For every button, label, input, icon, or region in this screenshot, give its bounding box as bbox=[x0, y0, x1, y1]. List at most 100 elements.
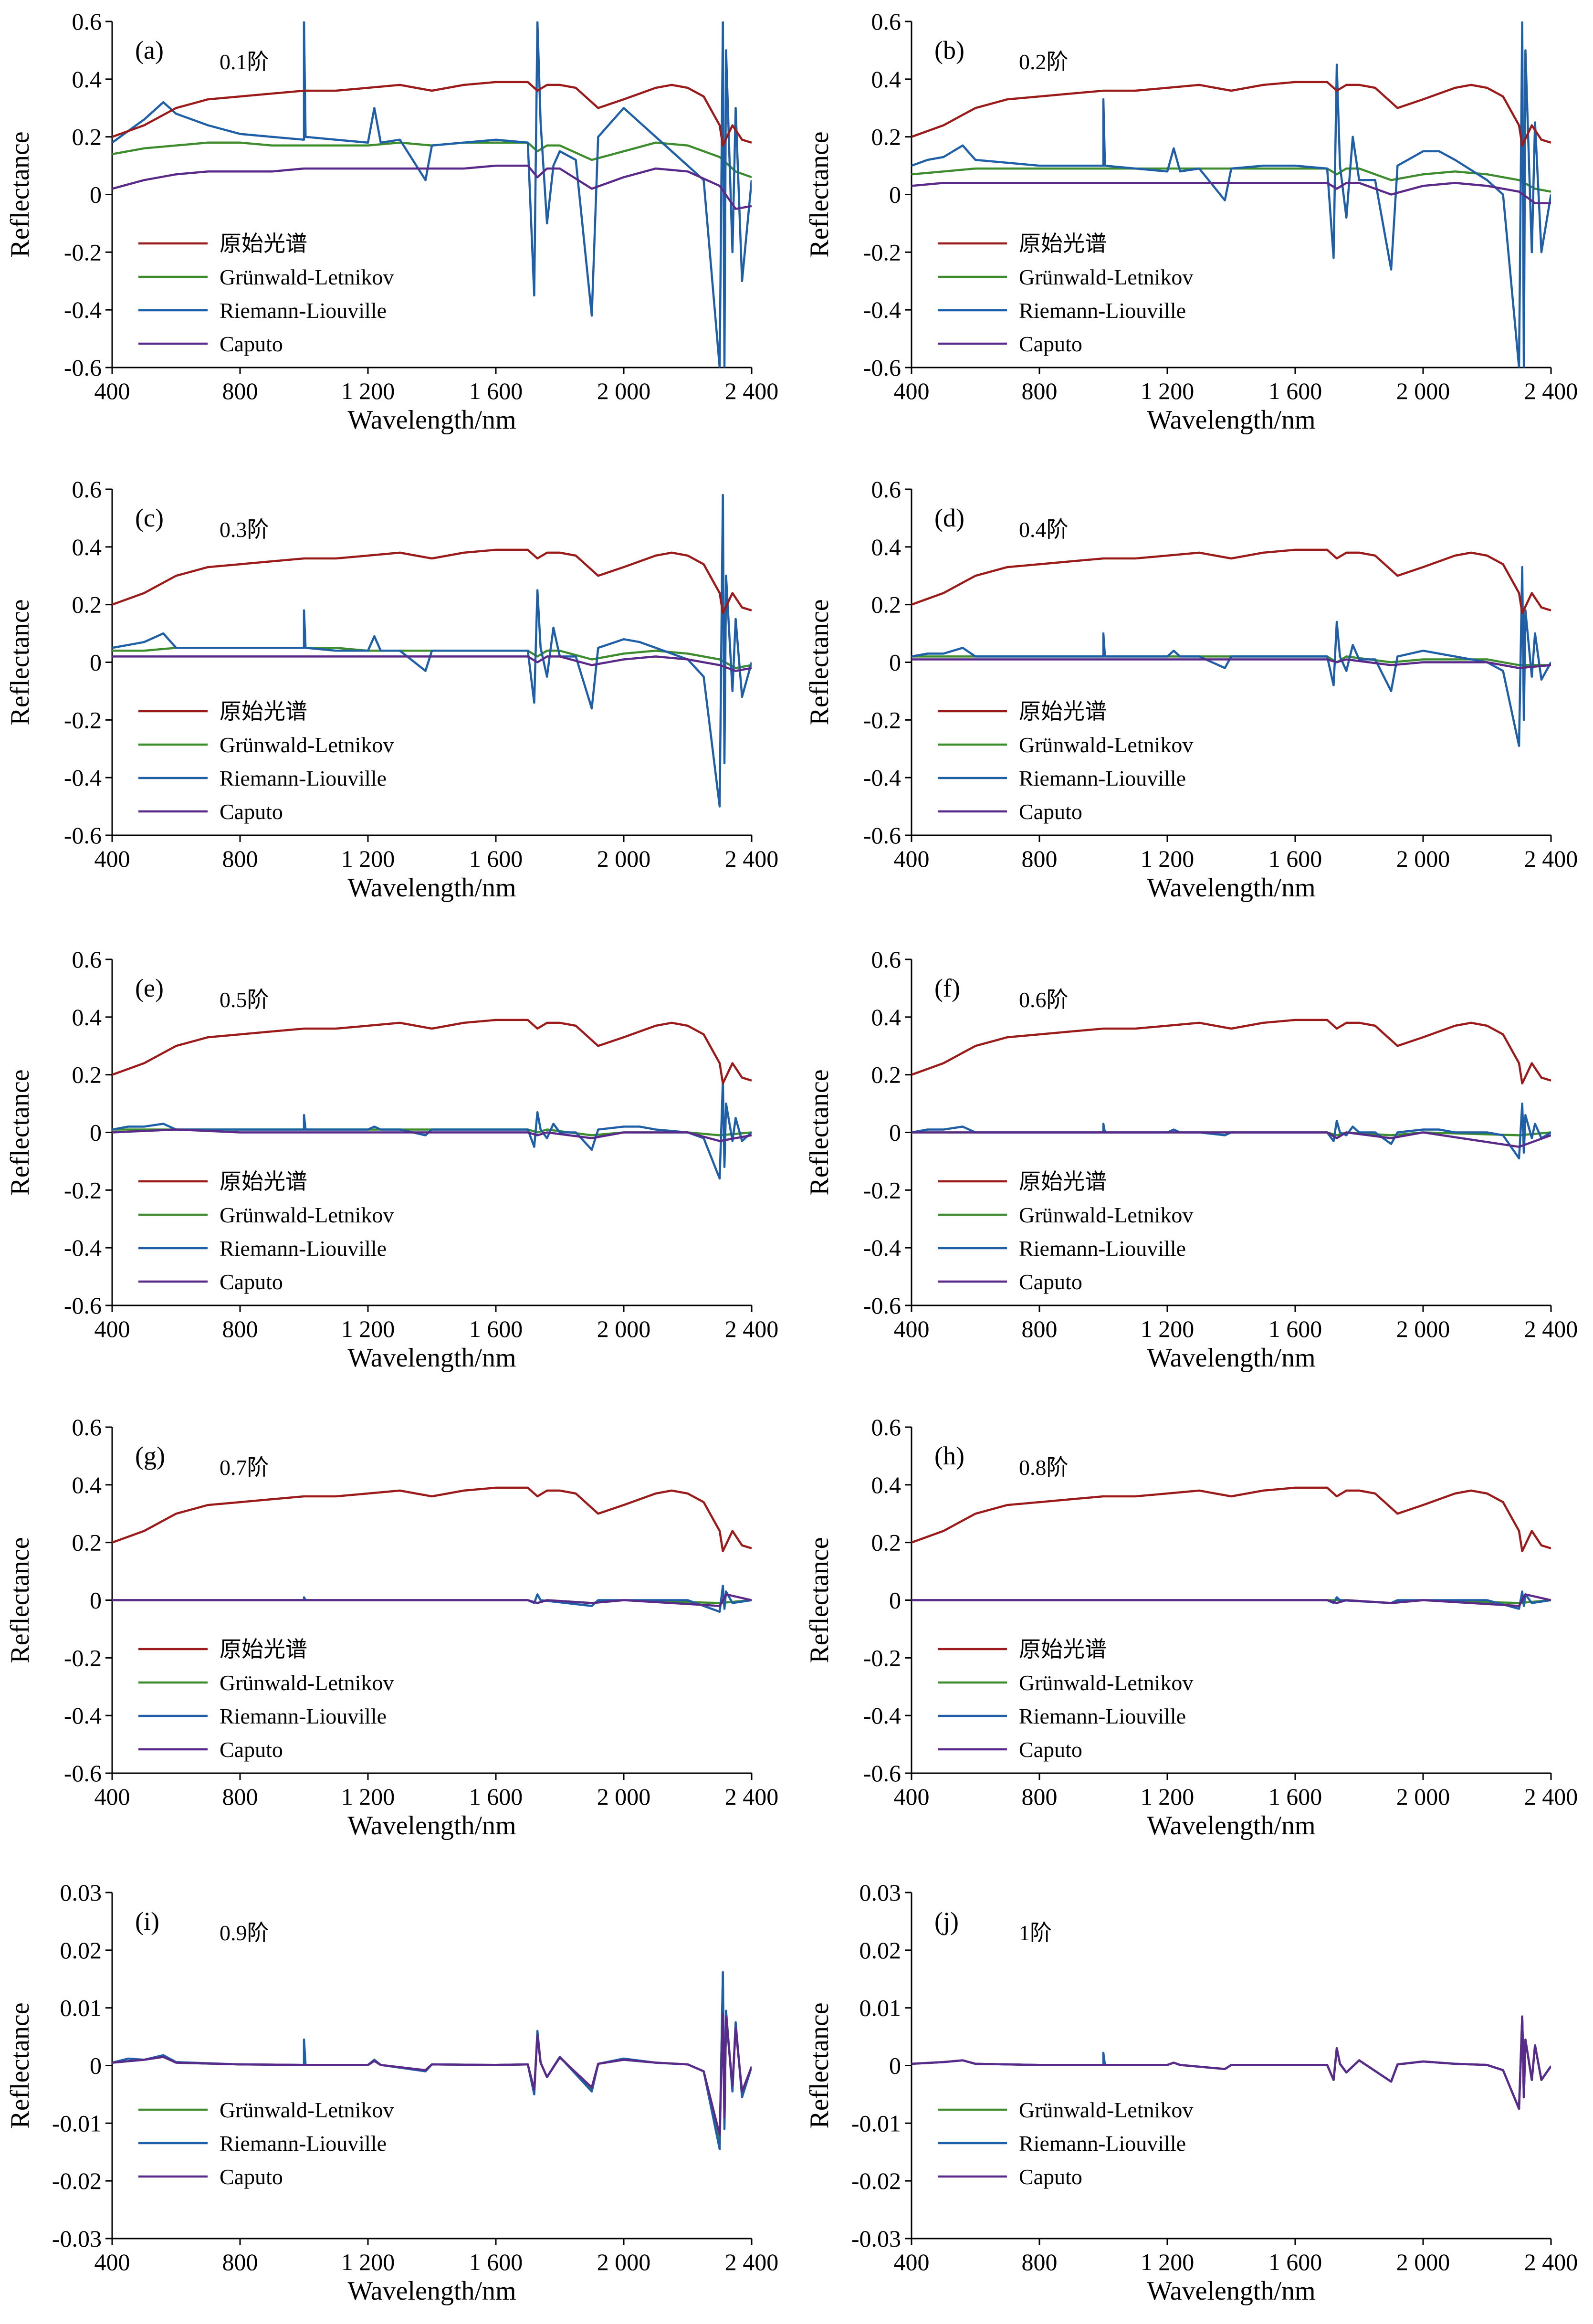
series-line-original bbox=[912, 548, 1551, 615]
order-label: 0.4阶 bbox=[1019, 517, 1069, 542]
y-tick-label: -0.2 bbox=[64, 1177, 102, 1203]
series-line-rl bbox=[112, 494, 752, 808]
x-axis-title: Wavelength/nm bbox=[1147, 1811, 1315, 1840]
x-tick-label: 1 600 bbox=[469, 2249, 523, 2275]
y-tick-label: -0.6 bbox=[64, 1760, 102, 1787]
x-tick-label: 1 600 bbox=[469, 1315, 523, 1342]
y-tick-label: -0.4 bbox=[863, 764, 901, 791]
y-tick-label: 0 bbox=[889, 1119, 901, 1146]
x-axis-title: Wavelength/nm bbox=[347, 873, 516, 903]
legend-label: Caputo bbox=[220, 1737, 283, 1762]
y-axis-title: Reflectance bbox=[5, 1537, 35, 1663]
series-line-rl bbox=[112, 1585, 752, 1613]
y-tick-label: 0.2 bbox=[871, 1529, 901, 1556]
x-axis-title: Wavelength/nm bbox=[1147, 405, 1315, 435]
y-tick-label: -0.4 bbox=[64, 1702, 102, 1729]
x-tick-label: 2 000 bbox=[597, 2249, 651, 2275]
y-tick-label: 0.2 bbox=[72, 1062, 102, 1088]
order-label: 0.7阶 bbox=[220, 1455, 269, 1480]
y-tick-label: -0.6 bbox=[64, 1292, 102, 1319]
panel-label: (d) bbox=[934, 504, 964, 532]
legend-label: Caputo bbox=[220, 332, 283, 356]
x-tick-label: 2 000 bbox=[1396, 845, 1450, 872]
y-tick-label: -0.4 bbox=[863, 296, 901, 323]
y-tick-label: -0.2 bbox=[64, 706, 102, 733]
legend-label: 原始光谱 bbox=[220, 231, 307, 256]
series-line-caputo bbox=[112, 2012, 752, 2136]
legend-label: Caputo bbox=[1019, 1270, 1082, 1294]
y-tick-label: -0.2 bbox=[64, 1644, 102, 1671]
y-tick-label: 0.4 bbox=[72, 1472, 102, 1498]
x-tick-label: 400 bbox=[894, 378, 930, 404]
legend-label: Grünwald-Letnikov bbox=[220, 1671, 394, 1695]
y-tick-label: -0.6 bbox=[64, 822, 102, 849]
series-group bbox=[112, 1019, 752, 1180]
x-tick-label: 800 bbox=[1022, 2249, 1058, 2275]
y-axis-title: Reflectance bbox=[5, 131, 35, 257]
panel-label: (h) bbox=[934, 1441, 964, 1470]
x-tick-label: 2 000 bbox=[1396, 1315, 1450, 1342]
y-tick-label: -0.6 bbox=[64, 354, 102, 381]
y-tick-label: 0.4 bbox=[72, 66, 102, 93]
x-tick-label: 1 200 bbox=[1141, 1315, 1195, 1342]
x-tick-label: 400 bbox=[894, 1315, 930, 1342]
x-tick-label: 2 400 bbox=[1524, 845, 1578, 872]
legend-label: Grünwald-Letnikov bbox=[1019, 1671, 1193, 1695]
series-line-original bbox=[112, 1019, 752, 1085]
y-tick-label: 0.2 bbox=[871, 124, 901, 150]
series-group bbox=[912, 2015, 1551, 2110]
legend-label: Riemann-Liouville bbox=[1019, 298, 1186, 323]
legend-label: Riemann-Liouville bbox=[1019, 1704, 1186, 1728]
y-tick-label: 0.4 bbox=[871, 1472, 901, 1498]
series-line-gl bbox=[912, 167, 1551, 193]
y-tick-label: 0.2 bbox=[72, 124, 102, 150]
x-tick-label: 400 bbox=[894, 2249, 930, 2275]
y-tick-label: 0.4 bbox=[72, 1004, 102, 1031]
legend-label: Caputo bbox=[220, 1270, 283, 1294]
x-tick-label: 2 400 bbox=[725, 845, 779, 872]
x-tick-label: 800 bbox=[222, 1783, 258, 1810]
series-line-rl bbox=[912, 21, 1551, 368]
legend-label: Grünwald-Letnikov bbox=[220, 2098, 394, 2122]
x-tick-label: 400 bbox=[894, 1783, 930, 1810]
legend-label: Caputo bbox=[220, 2165, 283, 2189]
y-tick-label: -0.03 bbox=[851, 2225, 901, 2252]
y-tick-label: -0.6 bbox=[863, 822, 901, 849]
x-tick-label: 1 200 bbox=[1141, 378, 1195, 404]
y-tick-label: -0.2 bbox=[863, 706, 901, 733]
order-label: 0.8阶 bbox=[1019, 1455, 1069, 1480]
x-tick-label: 1 200 bbox=[341, 1783, 395, 1810]
series-line-rl bbox=[112, 1079, 752, 1180]
legend-label: 原始光谱 bbox=[220, 699, 307, 724]
series-line-caputo bbox=[912, 182, 1551, 204]
x-axis-title: Wavelength/nm bbox=[1147, 873, 1315, 903]
panel-label: (b) bbox=[934, 36, 964, 64]
x-tick-label: 2 400 bbox=[725, 378, 779, 404]
series-group bbox=[912, 1019, 1551, 1160]
legend-label: 原始光谱 bbox=[1019, 231, 1107, 256]
x-axis-title: Wavelength/nm bbox=[347, 2276, 516, 2306]
series-line-caputo bbox=[912, 1131, 1551, 1148]
series-line-original bbox=[912, 81, 1551, 147]
x-tick-label: 400 bbox=[94, 1315, 130, 1342]
y-tick-label: 0 bbox=[90, 1119, 102, 1146]
legend-label: 原始光谱 bbox=[220, 1637, 307, 1662]
legend-label: Grünwald-Letnikov bbox=[1019, 1203, 1193, 1227]
legend-label: Riemann-Liouville bbox=[1019, 2131, 1186, 2156]
series-line-gl bbox=[912, 2015, 1551, 2110]
y-tick-label: 0.6 bbox=[871, 476, 901, 503]
series-group bbox=[112, 494, 752, 808]
panel-label: (e) bbox=[135, 974, 164, 1002]
x-tick-label: 2 400 bbox=[725, 1783, 779, 1810]
y-tick-label: 0.6 bbox=[72, 1414, 102, 1441]
x-tick-label: 2 400 bbox=[1524, 2249, 1578, 2275]
series-line-caputo bbox=[912, 2015, 1551, 2110]
y-tick-label: 0 bbox=[889, 649, 901, 676]
